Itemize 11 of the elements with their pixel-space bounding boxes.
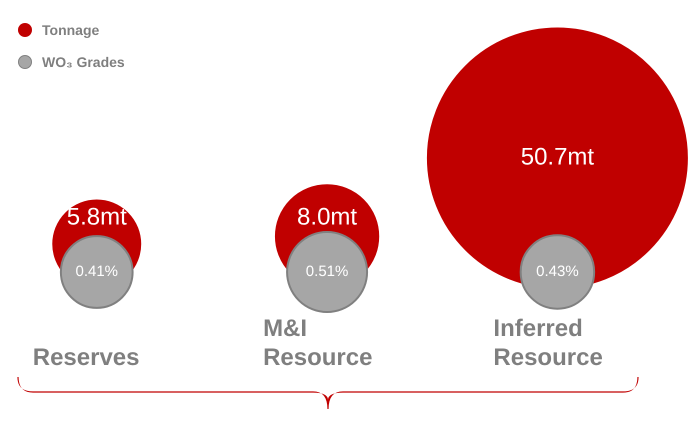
legend-label: Tonnage: [42, 22, 100, 38]
data-label: 5.8mt: [66, 204, 128, 231]
legend-label: WO₃ Grades: [42, 54, 125, 70]
data-label: 50.7mt: [520, 144, 594, 171]
data-label: 0.41%: [75, 263, 118, 280]
category-label: Reserves: [32, 343, 140, 372]
category-label: Inferred Resource: [493, 314, 604, 372]
data-label: 0.51%: [306, 263, 348, 280]
category-label: M&I Resource: [263, 314, 374, 372]
data-label: 8.0mt: [297, 204, 358, 231]
data-label: 0.43%: [536, 263, 579, 280]
